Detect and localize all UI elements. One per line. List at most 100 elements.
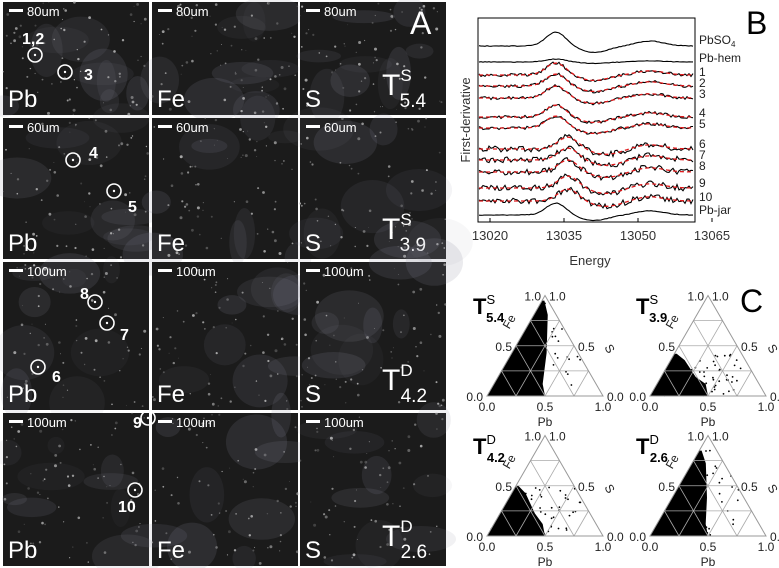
speckle — [356, 52, 357, 53]
speckle — [294, 75, 296, 77]
speckle — [342, 87, 344, 89]
speckle — [171, 494, 173, 496]
ternary-point — [676, 505, 678, 507]
speckle — [220, 65, 221, 66]
speckle — [251, 15, 253, 17]
spot-dot — [37, 366, 39, 368]
speckle — [44, 524, 46, 526]
ternary-point — [699, 371, 701, 373]
speckle — [208, 393, 211, 396]
speckle — [69, 272, 70, 273]
speckle — [63, 384, 65, 386]
speckle — [58, 506, 59, 507]
scale-bar — [9, 269, 23, 272]
spot-dot — [134, 489, 136, 491]
speckle — [371, 519, 373, 521]
speckle — [159, 34, 160, 35]
speckle — [326, 315, 328, 317]
speckle — [95, 339, 98, 342]
ternary-point — [734, 365, 736, 367]
speckle — [181, 65, 183, 67]
speckle — [300, 15, 301, 16]
spot-dot — [94, 301, 96, 303]
ternary-point — [681, 505, 683, 507]
speckle — [162, 467, 165, 470]
speckle — [344, 318, 345, 319]
speckle — [374, 111, 375, 112]
speckle — [215, 24, 217, 26]
speckle — [195, 312, 197, 314]
ternary-plot: TD2.61.00.00.00.50.50.50.01.01.0FeSPb — [629, 430, 779, 568]
speckle — [206, 447, 208, 449]
speckle — [277, 373, 279, 375]
ternary-point — [685, 503, 687, 505]
spectrum-name: PbSO — [699, 33, 731, 47]
ternary-point — [529, 336, 531, 338]
ternary-point — [697, 514, 699, 516]
speckle — [235, 319, 237, 321]
ternary-point — [495, 530, 497, 532]
speckle — [134, 401, 136, 403]
texture — [271, 393, 291, 438]
speckle — [357, 539, 358, 540]
speckle — [165, 72, 167, 74]
speckle — [218, 502, 220, 504]
speckle — [255, 37, 258, 40]
speckle — [221, 238, 222, 239]
speckle — [255, 448, 258, 451]
scale-bar — [306, 125, 320, 128]
sample-label: TD2.6 — [636, 432, 668, 465]
speckle — [296, 492, 299, 495]
speckle — [435, 412, 438, 415]
speckle — [425, 117, 427, 119]
speckle — [45, 469, 47, 471]
texture — [234, 208, 255, 259]
speckle — [424, 370, 425, 371]
axis-label: S — [601, 342, 617, 356]
speckle — [312, 34, 314, 36]
speckle — [316, 431, 318, 433]
speckle — [419, 288, 422, 291]
ternary-point — [561, 328, 563, 330]
spectrum-fit — [479, 148, 693, 165]
scale-label: 100um — [27, 415, 67, 430]
speckle — [403, 538, 406, 541]
speckle — [137, 60, 138, 61]
texture — [369, 246, 432, 280]
speckle — [218, 405, 220, 407]
speckle — [306, 137, 309, 140]
scale-label: 100um — [176, 415, 216, 430]
speckle — [276, 22, 278, 24]
speckle — [163, 371, 165, 373]
speckle — [211, 216, 213, 218]
texture — [229, 498, 295, 540]
speckle — [250, 515, 253, 518]
speckle — [195, 184, 196, 185]
speckle — [281, 66, 284, 69]
speckle — [316, 428, 317, 429]
speckle — [406, 230, 407, 231]
speckle — [105, 272, 108, 275]
micrograph: 80umPb — [0, 1, 149, 117]
speckle — [354, 500, 356, 502]
x-tick-label: 13035 — [546, 228, 582, 243]
speckle — [394, 268, 395, 269]
speckle — [73, 109, 76, 112]
speckle — [257, 233, 259, 235]
speckle — [377, 3, 379, 5]
speckle — [11, 426, 13, 428]
speckle — [308, 29, 309, 30]
speckle — [403, 315, 405, 317]
ternary-point — [713, 379, 715, 381]
speckle — [132, 135, 133, 136]
speckle — [63, 8, 64, 9]
speckle — [115, 422, 118, 425]
speckle — [202, 321, 204, 323]
speckle — [290, 505, 292, 507]
speckle — [436, 381, 438, 383]
spectrum-sub: 4 — [731, 40, 736, 49]
ternary-point — [692, 470, 694, 472]
speckle — [308, 357, 310, 359]
sample-base: T — [382, 364, 400, 397]
speckle — [262, 87, 263, 88]
